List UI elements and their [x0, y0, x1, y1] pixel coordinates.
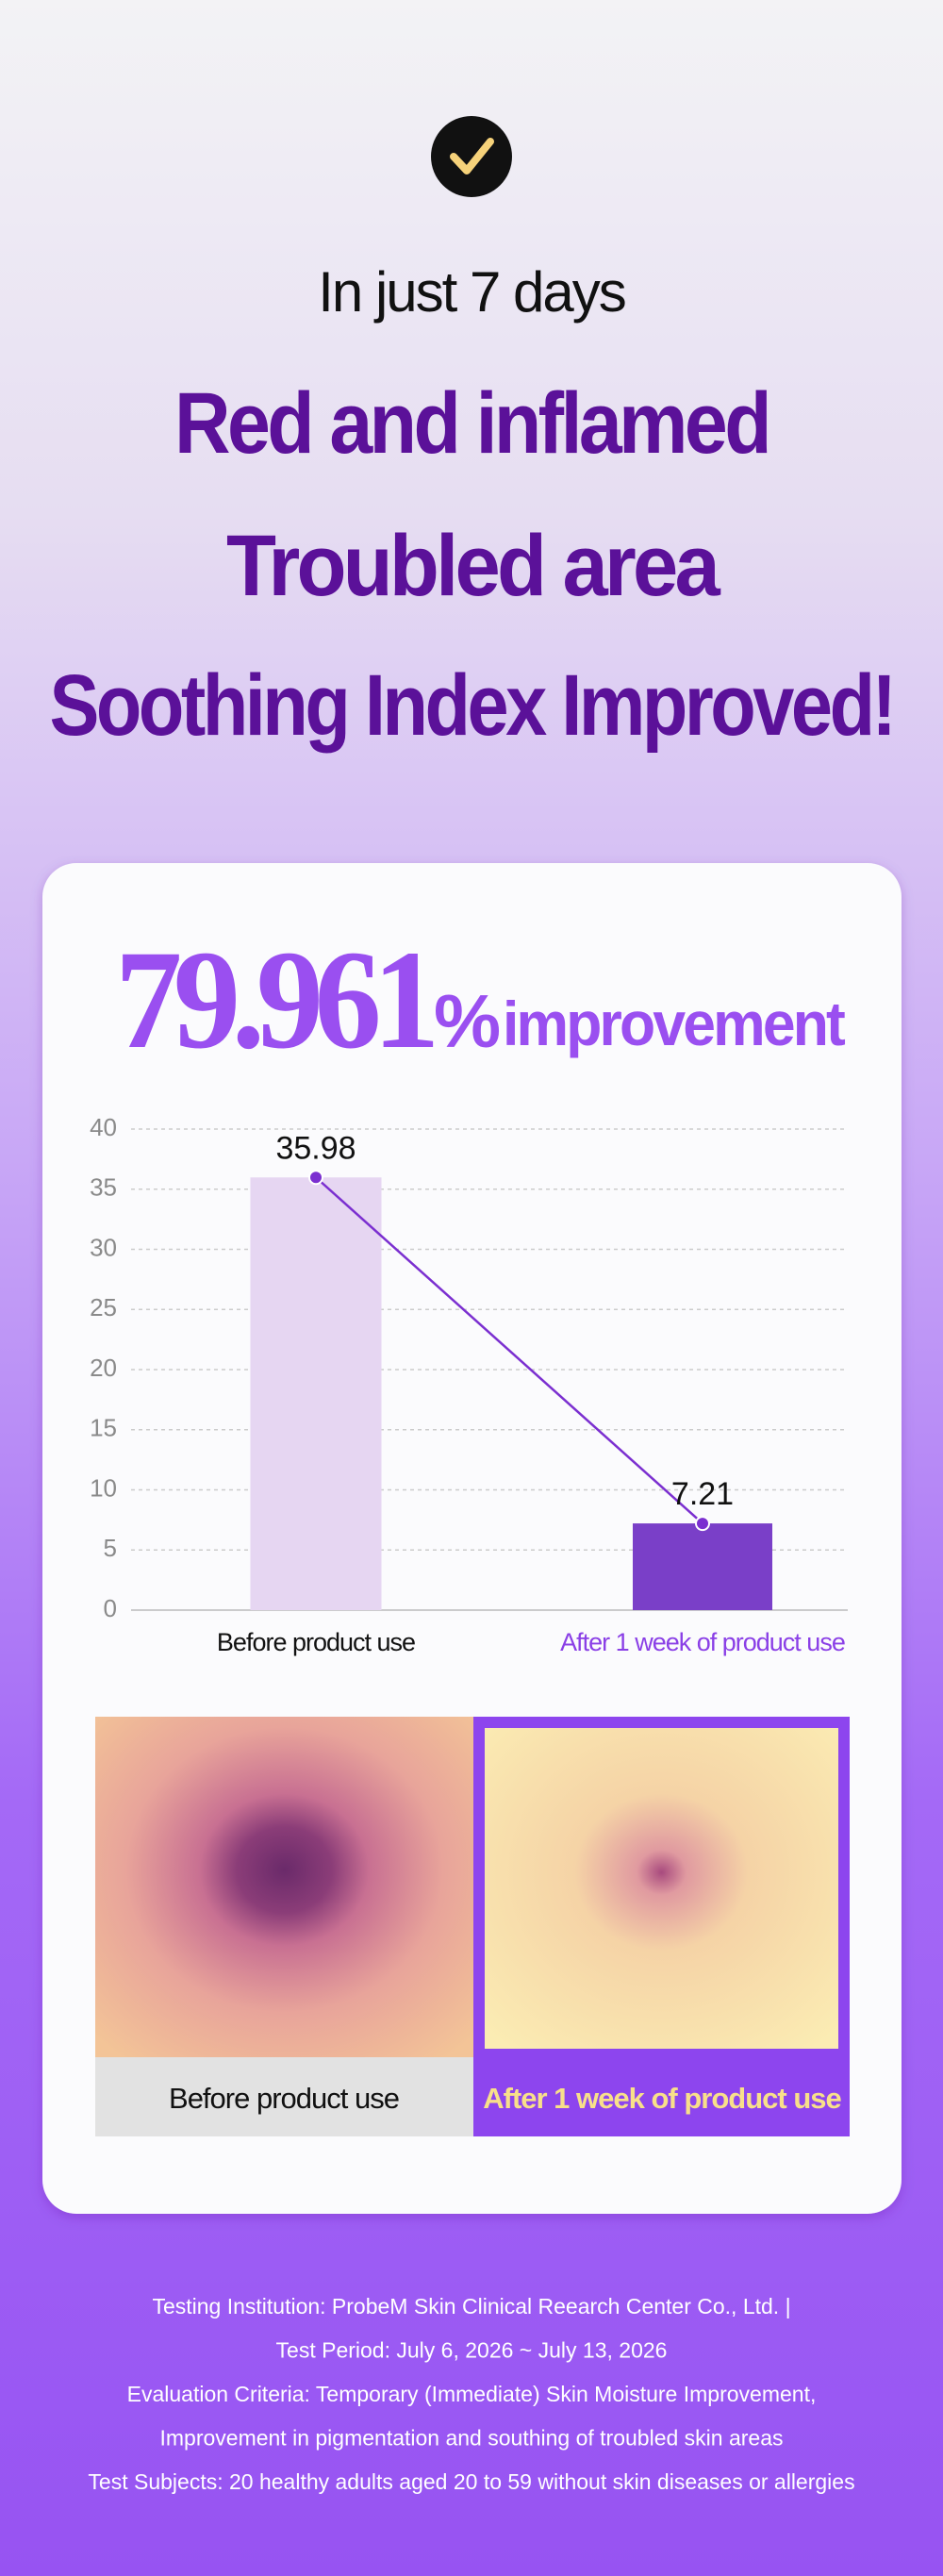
- before-photo: [95, 1717, 473, 2057]
- headline: Red and inflamed: [174, 375, 769, 472]
- footer-line: Evaluation Criteria: Temporary (Immediat…: [127, 2382, 817, 2406]
- y-tick-label: 0: [104, 1594, 117, 1622]
- y-tick-label: 15: [90, 1414, 117, 1442]
- footer: Testing Institution: ProbeM Skin Clinica…: [88, 2294, 854, 2494]
- y-tick-label: 30: [90, 1233, 117, 1261]
- y-tick-label: 10: [90, 1473, 117, 1502]
- point: [695, 1516, 710, 1532]
- x-tick-label: After 1 week of product use: [560, 1628, 845, 1656]
- trend-line: [315, 1176, 703, 1525]
- stat-number: 79.961: [115, 922, 434, 1078]
- after-label: After 1 week of product use: [483, 2082, 841, 2115]
- check-icon: [431, 116, 512, 197]
- bar: [633, 1523, 772, 1610]
- headline: Troubled area: [226, 518, 721, 614]
- y-tick-label: 20: [90, 1354, 117, 1382]
- y-tick-label: 40: [90, 1113, 117, 1141]
- check-mark: [450, 138, 494, 175]
- y-tick-label: 5: [104, 1534, 117, 1562]
- chart: 0 5 10 15 20 25 30 35 40 Before product use After …: [90, 1113, 848, 1656]
- footer-line: Improvement in pigmentation and southing…: [159, 2426, 783, 2451]
- value-label: 35.98: [275, 1130, 356, 1166]
- footer-line: Test Period: July 6, 2026 ~ July 13, 202…: [276, 2338, 668, 2363]
- footer-line: Testing Institution: ProbeM Skin Clinica…: [152, 2294, 790, 2318]
- headline: Soothing Index Improved!: [50, 657, 894, 754]
- point: [308, 1170, 323, 1186]
- before-label: Before product use: [169, 2082, 399, 2115]
- value-label: 7.21: [671, 1476, 734, 1512]
- y-tick-label: 35: [90, 1173, 117, 1202]
- y-tick-label: 25: [90, 1293, 117, 1321]
- footer-line: Test Subjects: 20 healthy adults aged 20…: [88, 2469, 854, 2494]
- before-label-bg: [95, 2057, 473, 2136]
- intro: In just 7 days: [318, 260, 625, 324]
- stat-unit: %: [434, 979, 501, 1063]
- x-tick-label: Before product use: [217, 1628, 415, 1656]
- after-photo: [485, 1728, 838, 2049]
- stat-label: improvement: [503, 989, 846, 1058]
- bar: [250, 1177, 382, 1610]
